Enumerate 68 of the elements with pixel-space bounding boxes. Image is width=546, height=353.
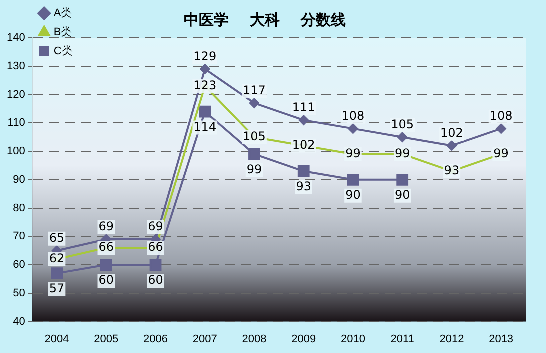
data-label: 99 (494, 146, 509, 160)
y-tick-label: 60 (13, 259, 26, 272)
data-label: 105 (391, 117, 414, 132)
data-label: 102 (440, 126, 464, 140)
y-tick-label: 40 (13, 316, 26, 328)
data-label: 93 (444, 164, 460, 178)
data-label: 99 (346, 146, 361, 160)
data-label: 65 (49, 230, 65, 245)
data-label: 114 (194, 120, 217, 134)
point (347, 174, 360, 186)
data-label: 66 (98, 240, 114, 254)
point (200, 64, 210, 74)
data-label: 102 (292, 138, 316, 152)
data-label: 123 (194, 78, 217, 92)
data-label: 69 (98, 220, 114, 234)
data-label: 99 (246, 162, 262, 176)
data-label: 108 (342, 108, 365, 123)
y-tick-label: 140 (6, 32, 26, 44)
data-label: 108 (490, 108, 513, 123)
point (51, 268, 63, 280)
legend-label: C类 (54, 44, 73, 58)
x-tick-label: 2008 (242, 333, 267, 346)
point (298, 115, 309, 126)
y-tick-label: 70 (13, 230, 26, 243)
x-tick-label: 2006 (144, 333, 168, 346)
y-tick-label: 100 (6, 146, 26, 158)
point (398, 132, 408, 142)
data-label: 93 (296, 180, 312, 194)
point (150, 259, 162, 271)
data-label: 90 (394, 188, 410, 202)
x-tick-label: 2011 (390, 333, 414, 346)
x-tick-label: 2013 (489, 333, 514, 346)
y-tick-label: 50 (13, 287, 26, 300)
point (248, 148, 260, 160)
x-tick-label: 2012 (440, 333, 464, 346)
point (496, 124, 506, 134)
point (100, 259, 112, 271)
data-label: 57 (49, 282, 65, 296)
legend-label: A类 (54, 6, 72, 20)
data-label: 105 (243, 129, 266, 144)
data-label: 111 (292, 100, 316, 114)
x-tick-label: 2005 (94, 333, 119, 346)
point (446, 140, 457, 151)
data-label: 60 (98, 273, 114, 288)
y-tick-label: 130 (6, 60, 26, 72)
y-tick-label: 90 (13, 174, 26, 186)
data-label: 62 (49, 251, 65, 266)
x-tick-label: 2009 (292, 333, 316, 346)
data-label: 60 (148, 273, 164, 288)
y-tick-label: 120 (6, 88, 26, 101)
data-label: 90 (346, 188, 361, 202)
y-tick-label: 80 (13, 202, 26, 214)
x-tick-label: 2010 (340, 333, 366, 346)
x-tick-label: 2004 (44, 333, 70, 346)
data-label: 69 (148, 220, 164, 234)
point (396, 174, 409, 186)
chart-title: 中医学 大科 分数线 (184, 10, 346, 29)
data-label: 99 (394, 146, 410, 160)
data-label: 129 (194, 49, 217, 64)
point (249, 98, 260, 108)
point (298, 165, 310, 178)
point (199, 106, 212, 118)
data-label: 117 (243, 83, 266, 98)
data-label: 66 (148, 240, 164, 254)
x-tick-label: 2007 (192, 333, 218, 346)
point (348, 124, 358, 134)
y-tick-label: 110 (8, 117, 26, 130)
legend-label: B类 (54, 26, 72, 39)
